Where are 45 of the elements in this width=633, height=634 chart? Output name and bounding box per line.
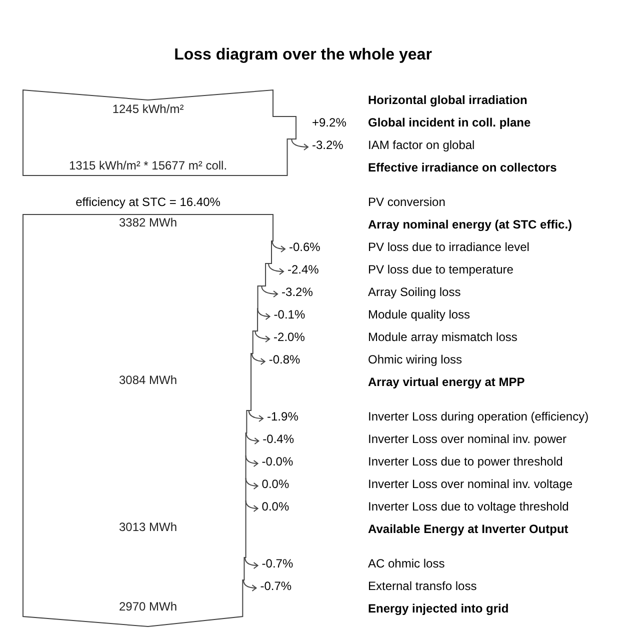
- data-label: -2.0%: [274, 330, 306, 344]
- category-label: Global incident in coll. plane: [368, 116, 532, 130]
- data-label: -2.4%: [288, 262, 320, 276]
- category-label: Array nominal energy (at STC effic.): [368, 218, 572, 232]
- category-label: Horizontal global irradiation: [368, 93, 528, 107]
- category-label: External transfo loss: [368, 579, 477, 593]
- data-label: -0.6%: [289, 240, 321, 254]
- data-label: -0.4%: [262, 432, 294, 446]
- data-label: -0.8%: [268, 352, 301, 366]
- category-label: Inverter Loss due to power threshold: [368, 454, 563, 468]
- category-label: Ohmic wiring loss: [368, 352, 462, 366]
- category-label: PV conversion: [368, 195, 446, 209]
- category-label: AC ohmic loss: [368, 556, 445, 570]
- data-label: -3.2%: [282, 285, 314, 299]
- category-label: Effective irradiance on collectors: [368, 160, 558, 174]
- category-label: Inverter Loss over nominal inv. power: [368, 432, 567, 446]
- data-label: -0.7%: [262, 556, 294, 570]
- data-label: -0.1%: [274, 308, 306, 322]
- data-label: 0.0%: [262, 477, 290, 491]
- category-label: Inverter Loss over nominal inv. voltage: [368, 477, 573, 491]
- category-label: Available Energy at Inverter Output: [368, 522, 568, 536]
- text: 3013 MWh: [118, 520, 178, 534]
- text: Loss diagram over the whole year: [174, 46, 432, 64]
- text: 2970 MWh: [118, 600, 178, 614]
- data-label: -0.0%: [262, 454, 294, 468]
- category-label: Energy injected into grid: [368, 602, 509, 616]
- category-label: Array Soiling loss: [368, 285, 461, 299]
- text: 3382 MWh: [118, 216, 178, 230]
- data-label: efficiency at STC = 16.40%: [76, 195, 221, 209]
- category-label: Array virtual energy at MPP: [368, 375, 525, 389]
- text: 3084 MWh: [118, 373, 178, 387]
- category-label: Inverter Loss due to voltage threshold: [368, 500, 569, 514]
- category-label: PV loss due to temperature: [368, 262, 514, 276]
- data-label: 0.0%: [262, 500, 290, 514]
- data-label: -3.2%: [312, 138, 344, 152]
- text: 1315 kWh/m² * 15677 m² coll.: [68, 158, 228, 172]
- category-label: Inverter Loss during operation (efficiency): [368, 410, 589, 424]
- text: 1245 kWh/m²: [112, 102, 184, 116]
- category-label: Module quality loss: [368, 308, 470, 322]
- category-label: Module array mismatch loss: [368, 330, 518, 344]
- data-label: -0.7%: [260, 579, 292, 593]
- category-label: IAM factor on global: [368, 138, 475, 152]
- category-label: PV loss due to irradiance level: [368, 240, 530, 254]
- data-label: -1.9%: [267, 410, 299, 424]
- data-label: +9.2%: [312, 116, 347, 130]
